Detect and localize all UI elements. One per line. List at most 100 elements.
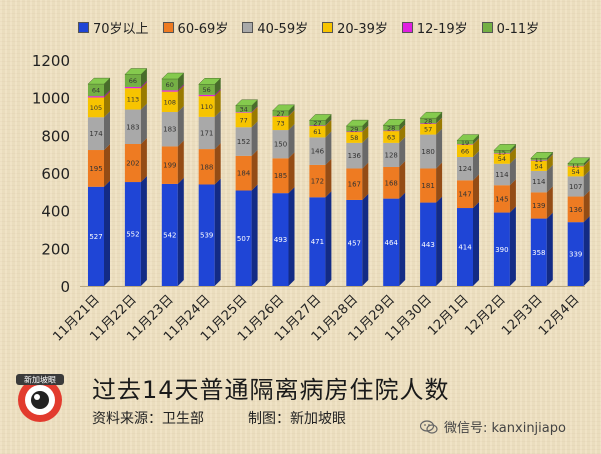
bar-top — [419, 111, 443, 119]
x-tick-label: 12月4日 — [536, 292, 583, 339]
bar-segment — [309, 164, 326, 198]
bar-segment-side — [546, 154, 553, 171]
bar-segment — [272, 110, 289, 116]
bar-top — [493, 144, 517, 151]
bar-segment-side — [546, 164, 553, 193]
bar-segment — [235, 112, 252, 128]
legend-item: 40-59岁 — [242, 18, 308, 37]
bar-segment — [457, 208, 473, 286]
bar-segment-side — [104, 111, 110, 151]
bar-segment-side — [583, 157, 590, 166]
bar-segment — [309, 137, 326, 165]
bar-segment — [383, 198, 400, 286]
bar-segment-side — [177, 84, 184, 92]
xinjiapoyan-logo: 新加坡眼 — [16, 374, 64, 422]
bar-segment-side — [325, 119, 332, 126]
legend-item: 70岁以上 — [78, 18, 149, 37]
legend-label: 0-11岁 — [496, 22, 540, 37]
data-label: 202 — [126, 160, 139, 168]
bar-segment — [272, 115, 289, 117]
bar-segment — [235, 127, 252, 156]
data-label: 136 — [569, 206, 583, 214]
bar-top — [382, 119, 406, 126]
logo-text: 新加坡眼 — [24, 375, 56, 385]
data-label: 167 — [348, 181, 361, 189]
bar-segment-side — [583, 159, 590, 167]
bar-segment-side — [509, 147, 516, 154]
bar-segment-side — [251, 99, 258, 113]
data-label: 507 — [237, 235, 250, 243]
bar-segment — [457, 140, 473, 145]
bar-segment-side — [104, 180, 110, 286]
bar-segment-side — [104, 91, 110, 118]
legend-swatch — [78, 22, 89, 33]
data-label: 171 — [200, 129, 213, 137]
bar-top — [308, 114, 333, 121]
bar-segment — [383, 131, 400, 143]
legend-label: 20-39岁 — [337, 22, 388, 37]
bar-segment-side — [436, 162, 443, 203]
data-label: 61 — [313, 128, 321, 136]
bar-segment — [124, 86, 141, 89]
data-label: 139 — [532, 202, 545, 210]
legend-item: 12-19岁 — [401, 18, 468, 37]
y-tick-label: 0 — [60, 278, 70, 296]
data-label: 145 — [495, 195, 508, 203]
bar-segment-side — [509, 206, 516, 286]
bar-segment-side — [473, 138, 479, 145]
bar-segment — [161, 146, 178, 184]
bar-segment-side — [177, 105, 184, 147]
data-label: 56 — [203, 86, 211, 94]
data-label: 57 — [424, 126, 432, 134]
y-tick-label: 800 — [41, 127, 70, 145]
bar-segment — [198, 149, 215, 185]
wechat-id: 微信号: kanxinjiapo — [444, 421, 566, 436]
data-label: 146 — [311, 148, 325, 156]
y-tick-label: 400 — [41, 203, 70, 221]
bar-segment — [567, 163, 584, 166]
bar-segment-side — [399, 136, 406, 167]
bar-segment-side — [214, 78, 221, 95]
bar-segment-side — [177, 85, 184, 112]
bar-segment-side — [251, 106, 258, 128]
legend-item: 60-69岁 — [162, 18, 228, 37]
bar-segment — [346, 168, 363, 200]
data-label: 136 — [348, 152, 362, 160]
bar-segment-side — [362, 136, 369, 169]
bar-segment-side — [399, 119, 406, 131]
bar-segment — [567, 166, 584, 177]
bar-segment-side — [399, 160, 406, 199]
bar-segment — [124, 143, 141, 183]
data-label: 180 — [421, 148, 434, 156]
bar-segment-side — [104, 90, 110, 98]
bar-segment — [567, 165, 584, 167]
data-label: 457 — [348, 239, 361, 247]
data-label: 11 — [535, 156, 543, 164]
bar-segment-side — [140, 176, 147, 286]
data-label: 542 — [163, 231, 176, 239]
bar-segment-side — [546, 186, 553, 219]
bar-segment — [309, 197, 326, 286]
y-tick-label: 1200 — [32, 52, 70, 70]
bar-segment-side — [473, 134, 479, 145]
bar-segment — [309, 120, 326, 126]
bar-segment — [346, 199, 363, 286]
bar-segment-side — [473, 138, 479, 157]
data-label: 114 — [495, 171, 509, 179]
bar-segment-side — [325, 158, 332, 198]
bar-segment-side — [288, 187, 295, 286]
data-label: 54 — [498, 155, 506, 163]
legend-item: 20-39岁 — [322, 18, 388, 37]
bar-segment-side — [325, 131, 332, 165]
data-label: 181 — [421, 182, 434, 190]
wechat-icon — [420, 419, 438, 434]
bar-segment — [124, 109, 141, 144]
data-label: 414 — [458, 244, 472, 252]
bar-segment — [383, 166, 400, 199]
data-label: 29 — [350, 125, 358, 133]
bar-segment — [420, 168, 437, 203]
chart-title: 过去14天普通隔离病房住院人数 — [92, 376, 450, 404]
data-label: 63 — [387, 133, 395, 141]
bar-segment-side — [214, 143, 221, 185]
stacked-bar-chart: 0200400600800100012005271951741056411月21… — [32, 52, 591, 345]
